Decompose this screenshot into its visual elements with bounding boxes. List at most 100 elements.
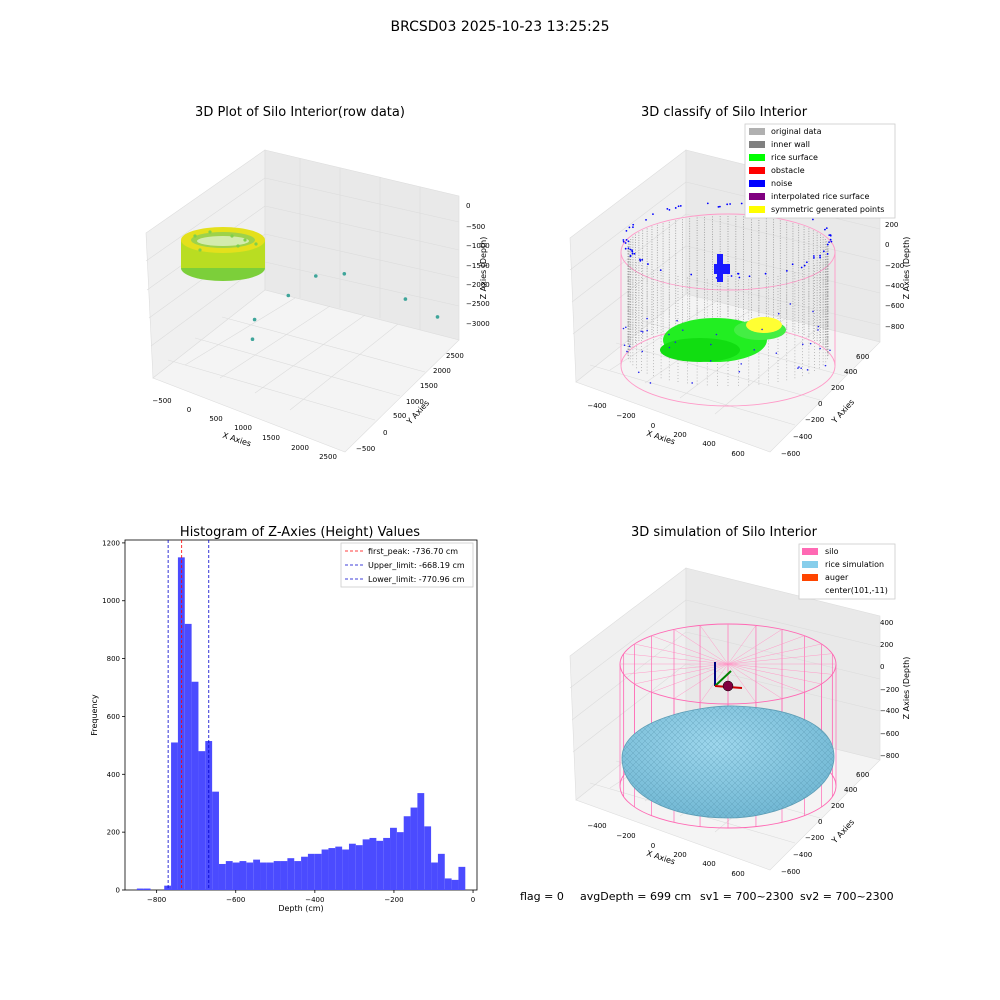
sim-z-tick: −800 — [880, 752, 899, 760]
legend-label: obstacle — [771, 166, 805, 175]
raw-outlier-points — [193, 230, 440, 342]
sim-z-ticks: 400 200 0 −200 −400 −600 −800 — [880, 619, 899, 760]
silo-wire-spoke — [673, 663, 729, 699]
center-marker — [722, 680, 734, 692]
histogram-bar — [171, 742, 178, 890]
noise-point — [809, 342, 812, 345]
raw-z-axis-label: Z Axies (Depth) — [479, 237, 488, 300]
sim-y-tick: −200 — [805, 834, 824, 842]
classify-z-tick: −800 — [885, 323, 904, 331]
legend-swatch-auger — [802, 574, 818, 581]
histogram-bar — [355, 845, 363, 890]
raw-outlier-point — [314, 274, 318, 278]
noise-point — [668, 209, 671, 211]
histogram-vlines — [167, 540, 210, 890]
raw-ring-point — [208, 230, 212, 234]
raw-x-tick: 0 — [187, 406, 191, 414]
histogram-bar — [143, 888, 151, 890]
classify-x-tick: −200 — [616, 412, 635, 420]
histogram-y-tick-label: 0 — [116, 887, 120, 895]
histogram-panel: Histogram of Z-Axies (Height) Values −80… — [90, 525, 478, 913]
raw-x-ticks: −500 0 500 1000 1500 2000 2500 — [152, 397, 337, 461]
sv1-text: sv1 = 700~2300 — [700, 890, 794, 903]
histogram-bar — [321, 849, 329, 890]
noise-point — [640, 330, 642, 333]
silo-wire-spoke — [727, 629, 783, 665]
histogram-x-tick-label: 0 — [471, 896, 475, 904]
noise-point — [668, 333, 670, 336]
classify-x-tick: −400 — [587, 402, 606, 410]
legend-label: noise — [771, 179, 792, 188]
histogram-x-ticks: −800 −600 −400 −200 0 — [147, 890, 475, 904]
legend-label: Lower_limit: -770.96 cm — [368, 575, 465, 584]
noise-point — [646, 317, 648, 320]
histogram-bar — [328, 848, 336, 890]
figure-suptitle: BRCSD03 2025-10-23 13:25:25 — [390, 19, 609, 35]
noise-point — [681, 329, 684, 331]
histogram-bar — [362, 839, 370, 890]
histogram-bar — [191, 681, 199, 890]
noise-point — [629, 255, 632, 257]
raw-pane-floor — [152, 289, 460, 453]
raw-outlier-point — [252, 317, 257, 322]
histogram-bar — [424, 826, 432, 890]
histogram-y-tick-label: 600 — [107, 713, 120, 721]
noise-point — [622, 327, 625, 330]
legend-swatch-silo — [802, 548, 818, 555]
classify-x-tick: 400 — [702, 440, 715, 448]
silo-wire-spoke — [727, 653, 833, 665]
noise-point — [785, 269, 788, 272]
noise-point — [828, 241, 830, 243]
noise-point — [824, 228, 826, 231]
histogram-y-tick-label: 800 — [107, 655, 120, 663]
histogram-bar — [260, 862, 267, 890]
legend-swatch-rice-surface — [749, 154, 765, 161]
raw-y-ticks: −500 0 500 1000 1500 2000 2500 — [356, 352, 464, 453]
histogram-x-tick-label: −800 — [147, 896, 166, 904]
sim-z-tick: −400 — [880, 707, 899, 715]
classify-z-tick: 0 — [885, 241, 889, 249]
noise-point — [791, 263, 794, 266]
histogram-y-tick-label: 400 — [107, 771, 120, 779]
classify-y-axis-label: Y Axies — [829, 398, 856, 426]
classify-legend: original data inner wall rice surface ob… — [744, 123, 896, 219]
simulation-legend: silo rice simulation auger center(101,-1… — [798, 543, 896, 600]
raw-ring-point — [230, 234, 234, 238]
raw-x-tick: 2000 — [291, 444, 309, 452]
sim-x-axis-label: X Axies — [645, 849, 676, 867]
classify-z-tick: −400 — [885, 282, 904, 290]
sim-y-tick: 0 — [818, 818, 822, 826]
silo-wire-spoke — [634, 643, 729, 665]
noise-point — [806, 369, 809, 371]
sim-y-axis-label: Y Axies — [829, 818, 856, 846]
silo-wire-spoke — [727, 643, 822, 665]
raw-outlier-point — [435, 315, 440, 319]
raw-z-tick: −2500 — [466, 300, 490, 308]
noise-point — [798, 366, 800, 368]
histogram-y-axis-label: Frequency — [90, 694, 99, 736]
noise-point — [677, 205, 680, 208]
raw-z-ticks: 0 −500 −1000 −1500 −2000 −2500 −3000 — [466, 202, 490, 328]
histogram-x-tick-label: −200 — [384, 896, 403, 904]
noise-point — [753, 349, 756, 351]
histogram-bar — [212, 791, 219, 890]
histogram-bar — [164, 885, 172, 890]
raw-ring-point — [243, 238, 247, 242]
raw-x-tick: 1000 — [234, 424, 252, 432]
noise-point — [777, 312, 780, 315]
noise-point — [622, 240, 625, 243]
noise-point — [748, 275, 751, 278]
histogram-bar — [294, 861, 302, 890]
classify-z-ticks: 200 0 −200 −400 −600 −800 — [885, 221, 904, 331]
legend-label: first_peak: -736.70 cm — [368, 547, 458, 556]
silo-wire-spoke — [727, 663, 822, 685]
noise-point — [690, 273, 693, 276]
legend-swatch-rice-simulation — [802, 561, 818, 568]
noise-point — [775, 352, 778, 354]
histogram-bar — [177, 557, 185, 890]
noise-point — [826, 253, 829, 255]
noise-point — [813, 257, 815, 259]
histogram-y-ticks: 0 200 400 600 800 1000 1200 — [102, 539, 125, 895]
histogram-bar — [383, 837, 391, 890]
